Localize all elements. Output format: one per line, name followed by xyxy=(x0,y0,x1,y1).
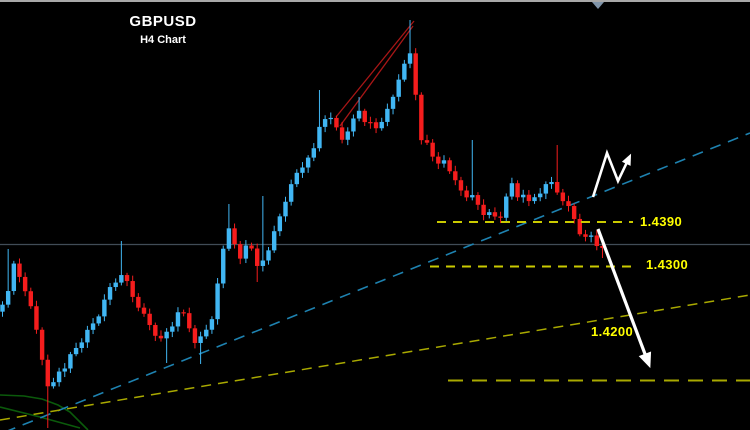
ma-lines xyxy=(0,394,89,430)
price-level-label-14200[interactable]: 1.4200 xyxy=(591,324,634,339)
rising-wedge-lines[interactable] xyxy=(335,20,415,127)
breakdown-arrow[interactable] xyxy=(596,228,652,369)
chart-top-border xyxy=(0,0,750,9)
price-level-label-14390[interactable]: 1.4390 xyxy=(640,214,683,229)
chart-title-block: GBPUSD H4 Chart xyxy=(113,13,213,46)
symbol-title: GBPUSD xyxy=(129,13,197,30)
ascending-trendline-yellow[interactable] xyxy=(0,294,750,421)
candles-layer xyxy=(0,20,605,428)
bounce-zigzag-arrow[interactable] xyxy=(591,149,632,198)
ascending-trendline-cyan[interactable] xyxy=(5,132,750,430)
timeframe-subtitle: H4 Chart xyxy=(140,34,186,46)
chart-shift-marker-icon[interactable] xyxy=(592,2,604,9)
price-level-label-14300[interactable]: 1.4300 xyxy=(646,257,689,272)
